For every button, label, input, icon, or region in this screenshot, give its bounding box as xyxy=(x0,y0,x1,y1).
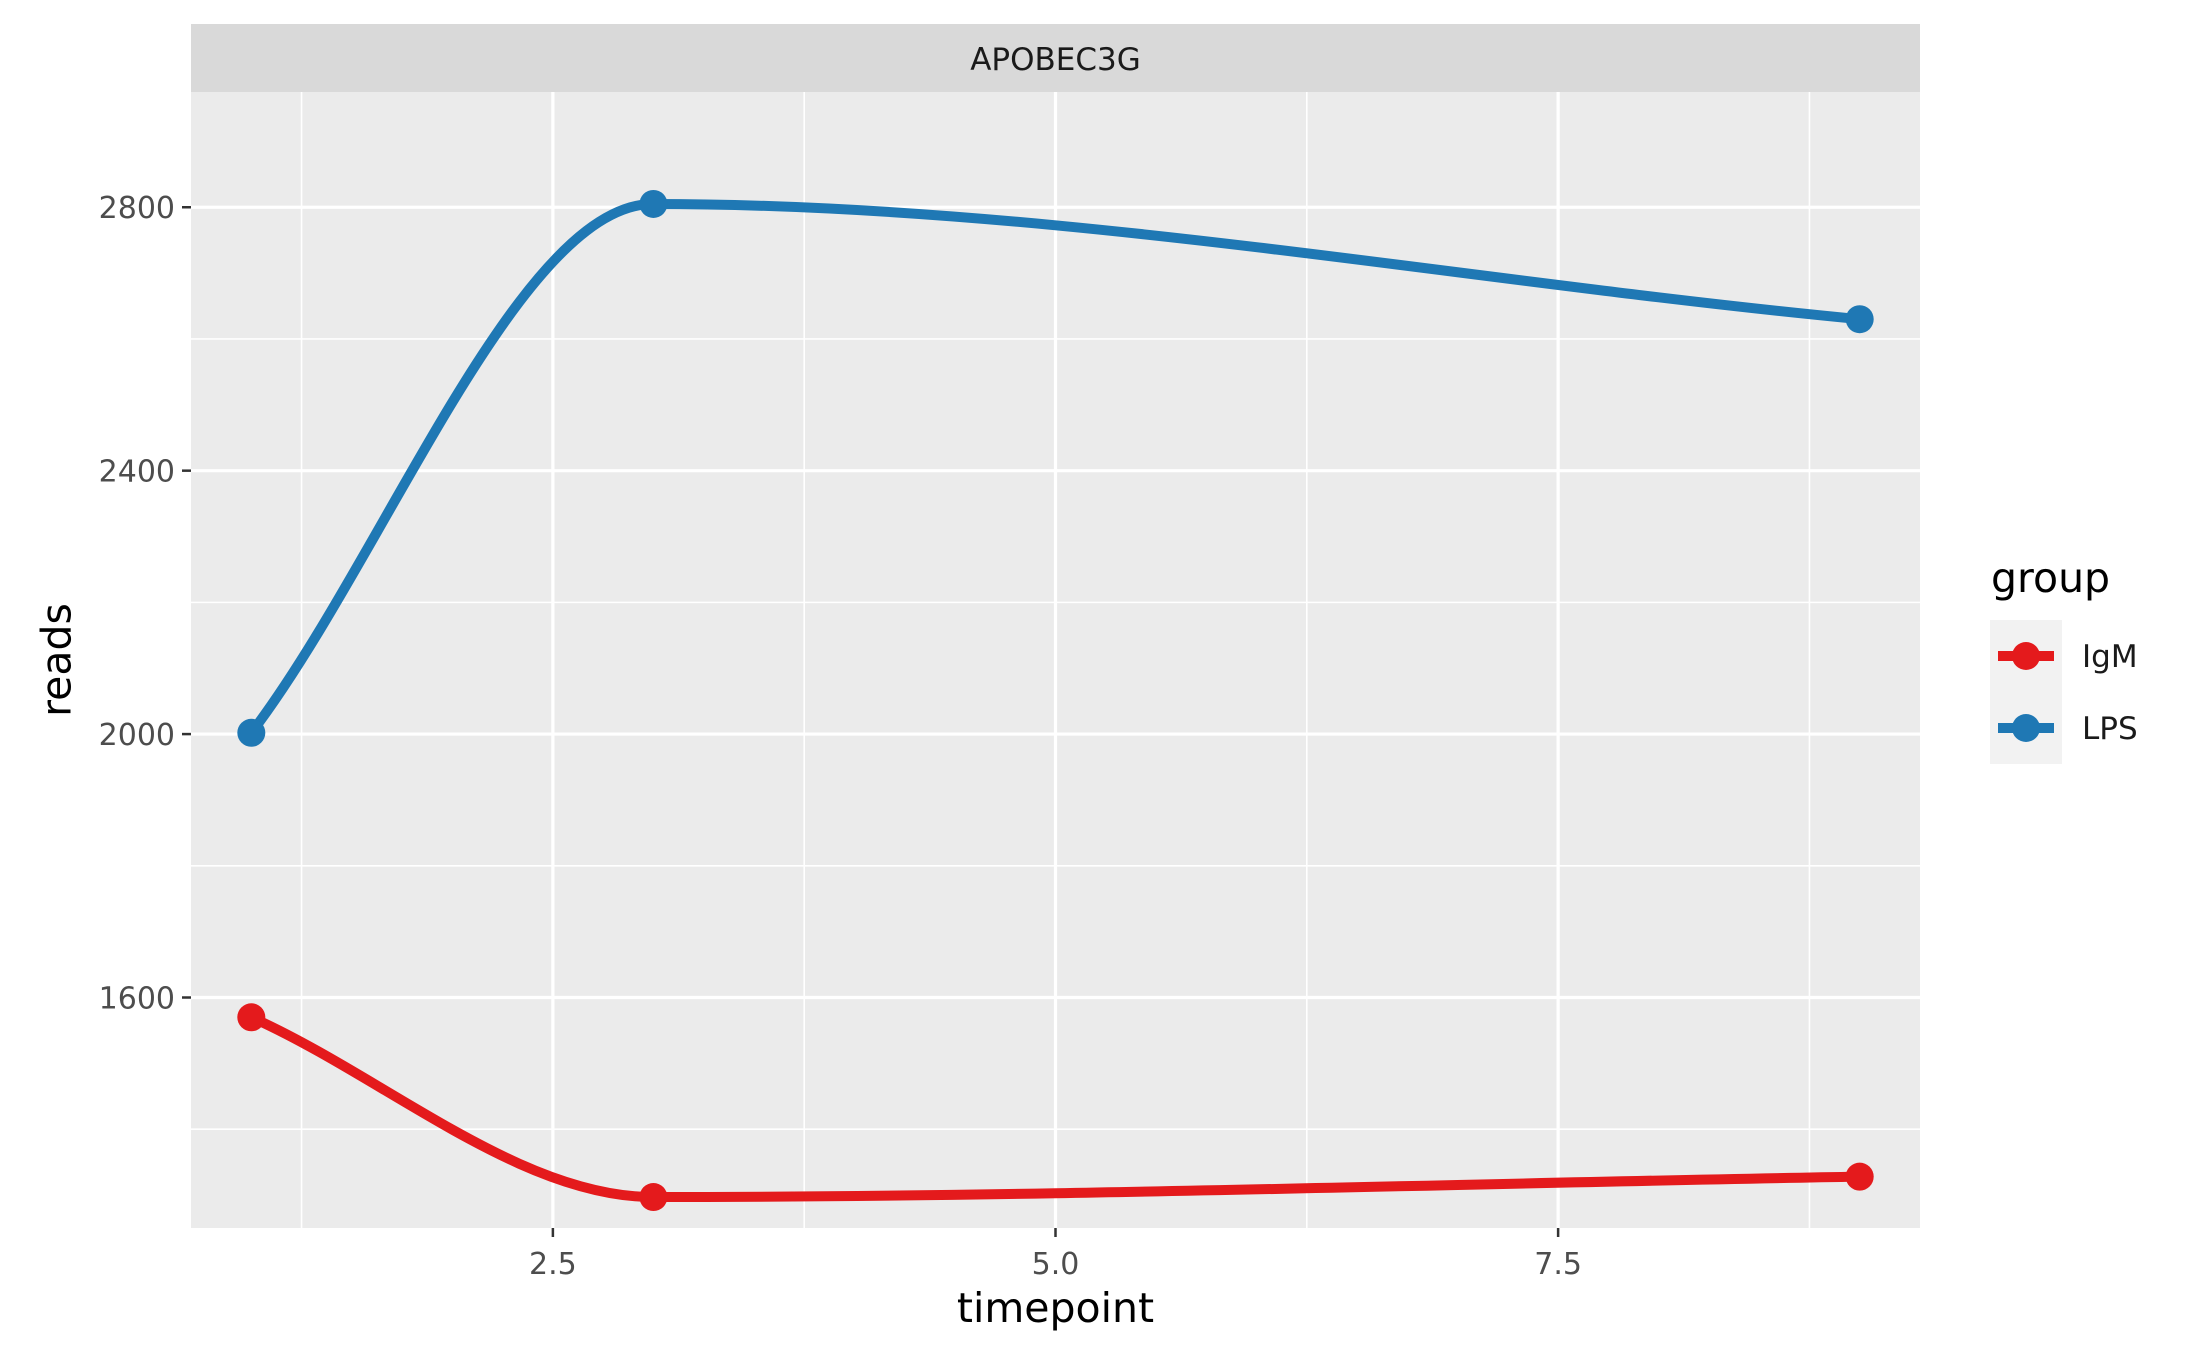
series-lps xyxy=(237,189,1874,747)
data-point-lps xyxy=(237,718,266,747)
y-tick-label: 2400 xyxy=(99,455,175,490)
legend-key-igm xyxy=(1998,642,2054,670)
series-line-igm xyxy=(246,1012,1865,1203)
data-point-igm xyxy=(639,1183,668,1212)
y-tick-label: 2000 xyxy=(99,718,175,753)
legend-key-lps xyxy=(1998,714,2054,742)
data-point-igm xyxy=(1845,1162,1874,1191)
plot-panel xyxy=(191,92,1920,1228)
legend-label-lps: LPS xyxy=(2082,711,2138,747)
y-axis-title: reads xyxy=(32,603,80,717)
series-line-lps xyxy=(246,198,1865,738)
x-axis-title: timepoint xyxy=(957,1284,1154,1332)
x-axis: 2.5 5.0 7.5 xyxy=(529,1228,1582,1282)
y-tick-label: 2800 xyxy=(99,191,175,226)
facet-strip-background xyxy=(191,24,1920,92)
data-point-lps xyxy=(1845,305,1874,334)
data-point-lps xyxy=(639,189,668,218)
y-tick-label: 1600 xyxy=(99,982,175,1017)
legend: group IgM LPS xyxy=(1990,554,2138,764)
x-tick-label: 7.5 xyxy=(1534,1247,1582,1282)
facet-strip: APOBEC3G xyxy=(191,24,1920,92)
legend-key-point xyxy=(2012,714,2040,742)
data-point-igm xyxy=(237,1003,266,1032)
legend-keys-background xyxy=(1990,620,2062,764)
x-tick-label: 5.0 xyxy=(1032,1247,1080,1282)
series-igm xyxy=(237,1003,1874,1212)
legend-title: group xyxy=(1991,554,2110,602)
x-tick-label: 2.5 xyxy=(529,1247,577,1282)
facet-title: APOBEC3G xyxy=(970,42,1141,78)
legend-label-igm: IgM xyxy=(2082,639,2138,675)
y-axis: 1600 2000 2400 2800 xyxy=(99,191,191,1017)
legend-key-point xyxy=(2012,642,2040,670)
